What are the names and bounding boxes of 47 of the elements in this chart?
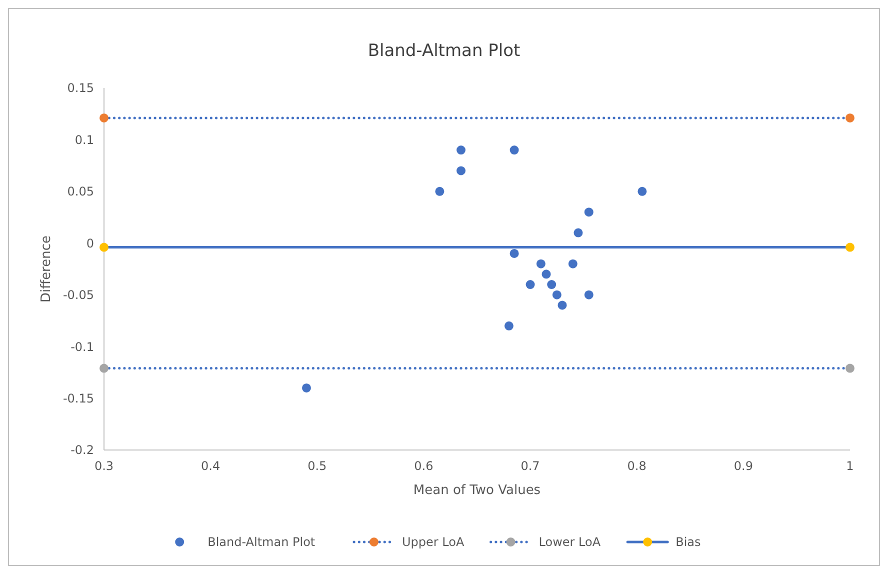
- x-tick-label: 0.9: [734, 459, 753, 473]
- x-tick-label: 0.4: [201, 459, 220, 473]
- y-tick-label: -0.2: [70, 443, 94, 458]
- point: [574, 228, 583, 238]
- point: [558, 300, 567, 310]
- point: [536, 259, 546, 268]
- point: [638, 186, 647, 196]
- point: [584, 208, 594, 217]
- point: [302, 383, 311, 392]
- x-tick-label: 0.5: [308, 459, 327, 473]
- y-tick-label: -0.1: [70, 340, 94, 354]
- y-tick-label: 0.05: [67, 184, 94, 199]
- point: [510, 248, 519, 258]
- point: [526, 280, 535, 290]
- y-tick-label: 0.15: [67, 81, 94, 96]
- point: [100, 113, 108, 122]
- x-tick-label: 0.8: [627, 459, 646, 473]
- x-axis-title: Mean of Two Values: [413, 483, 541, 498]
- x-tick-label: 0.3: [94, 459, 114, 473]
- chart-title: Bland-Altman Plot: [368, 41, 520, 61]
- y-tick-label: 0.1: [74, 132, 94, 147]
- point: [435, 186, 444, 196]
- legend-label: Lower LoA: [538, 535, 602, 550]
- point: [456, 166, 466, 176]
- point: [510, 146, 519, 155]
- point: [542, 270, 551, 279]
- y-tick-label: 0: [86, 236, 94, 250]
- point: [504, 321, 514, 330]
- point: [846, 113, 854, 122]
- point: [547, 280, 556, 290]
- legend-label: Bland-Altman Plot: [208, 535, 316, 550]
- point: [100, 242, 108, 252]
- point: [100, 364, 108, 373]
- legend-label: Bias: [676, 535, 701, 550]
- point: [584, 290, 594, 300]
- point: [846, 242, 854, 252]
- y-axis-title: Difference: [39, 235, 54, 303]
- point: [552, 290, 562, 300]
- point: [456, 146, 466, 155]
- x-tick-label: 0.6: [414, 459, 434, 473]
- y-tick-label: -0.05: [62, 288, 94, 302]
- x-tick-label: 1: [846, 459, 854, 473]
- point: [568, 259, 578, 268]
- x-tick-label: 0.7: [520, 459, 540, 473]
- point: [846, 364, 854, 373]
- legend-label: Upper LoA: [402, 535, 465, 550]
- y-tick-label: -0.15: [62, 391, 94, 406]
